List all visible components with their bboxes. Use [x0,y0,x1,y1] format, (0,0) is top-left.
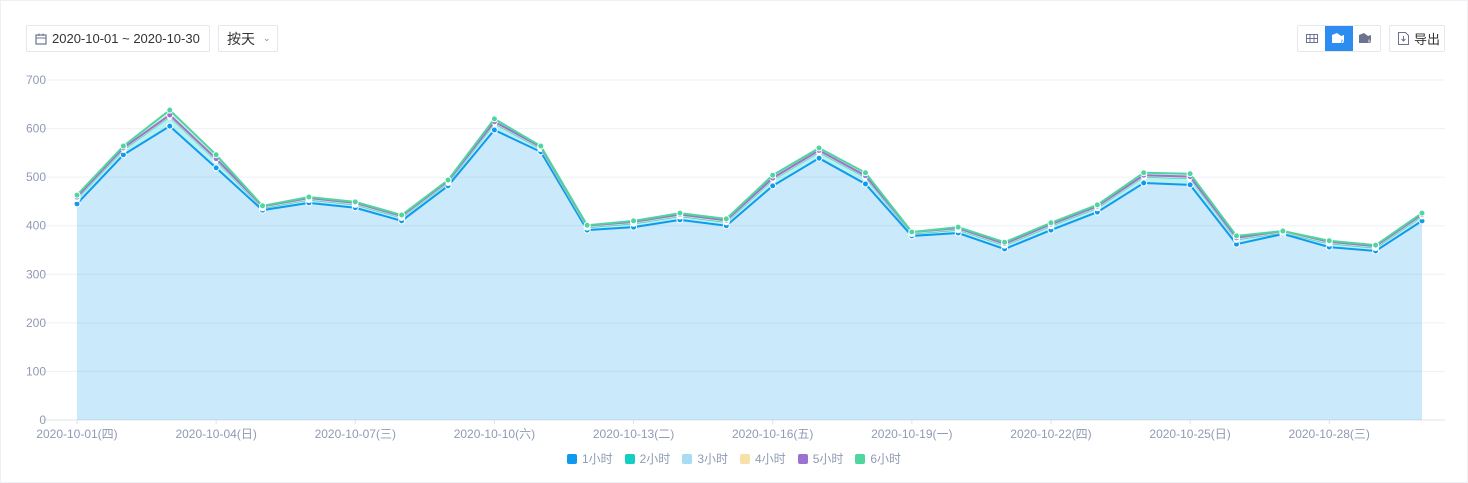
y-tick-label: 200 [26,316,46,330]
data-point [212,164,220,172]
export-label: 导出 [1414,32,1441,47]
granularity-select[interactable]: 按天 ⌄ [218,25,278,52]
legend-label: 1小时 [581,452,613,466]
legend-label: 5小时 [812,452,844,466]
legend-swatch [797,453,808,464]
area-chart-view-button[interactable]: % [1353,26,1380,51]
view-switcher[interactable]: N % [1297,25,1381,52]
data-point [537,142,545,150]
download-file-icon [1398,32,1409,45]
x-tick-label: 2020-10-16(五) [732,427,813,441]
data-point [305,193,313,201]
data-point [630,217,638,225]
y-tick-label: 600 [26,122,46,136]
data-point [861,180,869,188]
legend-label: 6小时 [870,452,902,466]
chart-legend: 1小时 2小时 3小时 4小时 5小时 6小时 [0,450,1468,467]
data-point [73,191,81,199]
data-point [769,171,777,179]
svg-text:%: % [1368,40,1373,44]
data-point [815,154,823,162]
date-range-picker[interactable]: 2020-10-01 ~ 2020-10-30 [26,25,210,52]
data-point [259,202,267,210]
legend-swatch [740,453,750,464]
series-line-6小时 [76,108,1423,247]
export-button[interactable]: 导出 [1389,25,1445,52]
legend-swatch [682,453,693,464]
data-point [908,228,916,236]
data-point [769,182,777,190]
data-point [1140,179,1148,187]
legend-item[interactable]: 2小时 [624,450,671,467]
data-point [212,151,220,159]
legend-item[interactable]: 5小时 [797,450,844,467]
data-point [351,198,359,206]
legend-label: 4小时 [755,452,786,466]
legend-item[interactable]: 4小时 [740,450,786,467]
date-range-text: 2020-10-01 ~ 2020-10-30 [52,31,200,46]
legend-swatch [855,453,866,464]
data-point [119,142,127,150]
data-point [1418,209,1426,217]
chart-percent-icon: % [1359,33,1373,44]
line-chart-view-button[interactable]: N [1325,26,1353,51]
series-line-1小时 [76,124,1423,252]
data-point [676,209,684,217]
data-point [1372,241,1380,249]
data-point [166,122,174,130]
data-point [954,223,962,231]
x-tick-label: 2020-10-19(一) [871,427,952,441]
x-tick-label: 2020-10-07(三) [315,427,396,441]
y-tick-label: 100 [26,364,46,378]
svg-text:N: N [1341,40,1345,44]
data-point [444,176,452,184]
area-1小时 [77,126,1422,421]
x-tick-label: 2020-10-22(四) [1010,427,1091,441]
x-tick-label: 2020-10-01(四) [36,427,117,441]
legend-swatch [624,453,635,464]
data-point [1186,170,1194,178]
data-point [398,211,406,219]
data-point [861,169,869,177]
legend-item[interactable]: 3小时 [682,450,728,467]
data-point [1186,181,1194,189]
data-point [490,115,498,123]
table-icon [1305,34,1318,43]
x-tick-label: 2020-10-04(日) [175,427,256,441]
data-point [1001,238,1009,246]
legend-item[interactable]: 6小时 [855,450,901,467]
data-point [583,221,591,229]
x-tick-label: 2020-10-13(二) [593,427,674,441]
chart-icon: N [1331,33,1345,44]
y-tick-label: 500 [26,170,46,184]
legend-label: 2小时 [639,452,671,466]
chevron-down-icon: ⌄ [263,33,271,43]
granularity-value: 按天 [227,30,255,47]
data-point [1279,227,1287,235]
y-tick-label: 400 [26,219,46,233]
data-point [1093,201,1101,209]
data-point [490,126,498,134]
calendar-icon [35,33,47,45]
data-point [1047,219,1055,227]
y-tick-label: 300 [26,267,46,281]
legend-swatch [566,453,577,464]
data-point [815,144,823,152]
y-tick-label: 0 [39,413,46,427]
legend-item[interactable]: 1小时 [566,450,613,467]
x-tick-label: 2020-10-25(日) [1149,427,1230,441]
x-tick-label: 2020-10-28(三) [1289,427,1370,441]
legend-label: 3小时 [697,452,728,466]
data-point [1232,232,1240,240]
table-view-button[interactable] [1298,26,1325,51]
x-tick-label: 2020-10-10(六) [454,427,535,441]
data-point [1140,169,1148,177]
data-point [722,215,730,223]
data-point [1325,237,1333,245]
data-point [166,106,174,114]
y-tick-label: 700 [26,73,46,87]
